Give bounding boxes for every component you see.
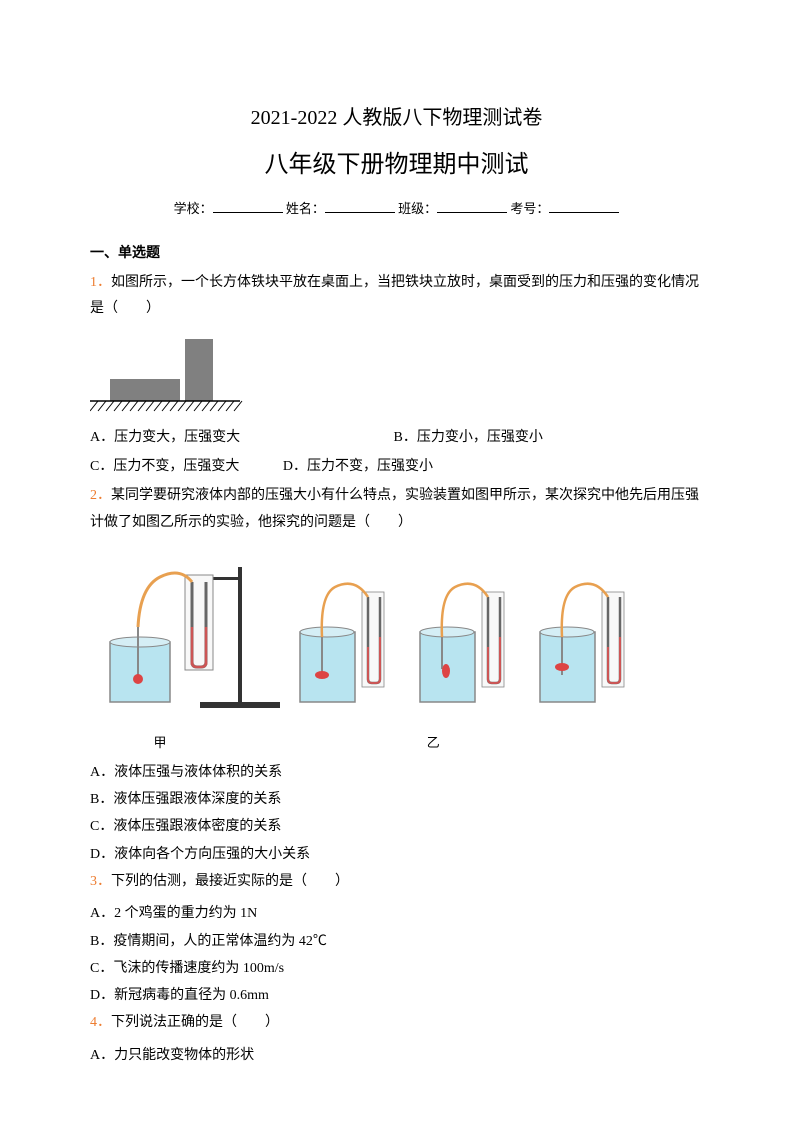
figure-1 <box>90 329 703 419</box>
section-1-header: 一、单选题 <box>90 241 703 266</box>
q1-opt-a: A．压力变大，压强变大 <box>90 425 350 450</box>
doc-title-1: 2021-2022 人教版八下物理测试卷 <box>90 100 703 136</box>
q1-opt-b: B．压力变小，压强变小 <box>394 425 543 450</box>
figure-2-labels: 甲 乙 <box>90 731 703 754</box>
class-label: 班级： <box>398 201 437 216</box>
q3-opt-d: D．新冠病毒的直径为 0.6mm <box>90 983 703 1008</box>
q1-opt-c: C．压力不变，压强变大 <box>90 454 239 479</box>
q2-opt-d: D．液体向各个方向压强的大小关系 <box>90 842 703 867</box>
q4-opt-a: A．力只能改变物体的形状 <box>90 1043 703 1068</box>
id-label: 考号： <box>510 201 549 216</box>
q3-number: 3． <box>90 874 111 889</box>
school-blank <box>213 199 283 213</box>
q2-text: 某同学要研究液体内部的压强大小有什么特点，实验装置如图甲所示，某次探究中他先后用… <box>90 488 699 530</box>
q3-opt-a: A．2 个鸡蛋的重力约为 1N <box>90 901 703 926</box>
q2-opt-b: B．液体压强跟液体深度的关系 <box>90 787 703 812</box>
q2-opt-c: C．液体压强跟液体密度的关系 <box>90 814 703 839</box>
fig2-label-2: 乙 <box>293 731 573 754</box>
q1-options-row1: A．压力变大，压强变大 B．压力变小，压强变小 <box>90 425 703 450</box>
question-3: 3．下列的估测，最接近实际的是（ ） <box>90 869 703 896</box>
q4-text: 下列说法正确的是（ ） <box>111 1015 279 1030</box>
q1-opt-d: D．压力不变，压强变小 <box>283 454 433 479</box>
q1-options-row2: C．压力不变，压强变大 D．压力不变，压强变小 <box>90 454 703 479</box>
id-blank <box>549 199 619 213</box>
name-blank <box>325 199 395 213</box>
name-label: 姓名： <box>286 201 325 216</box>
info-line: 学校： 姓名： 班级： 考号： <box>90 197 703 220</box>
q3-text: 下列的估测，最接近实际的是（ ） <box>111 874 349 889</box>
class-blank <box>437 199 507 213</box>
question-4: 4．下列说法正确的是（ ） <box>90 1010 703 1037</box>
figure-2: 甲 乙 <box>90 547 703 755</box>
q1-text: 如图所示，一个长方体铁块平放在桌面上，当把铁块立放时，桌面受到的压力和压强的变化… <box>90 275 699 317</box>
q1-number: 1． <box>90 275 111 290</box>
q2-number: 2． <box>90 488 111 503</box>
fig2-label-1: 甲 <box>90 731 230 754</box>
q3-opt-c: C．飞沫的传播速度约为 100m/s <box>90 956 703 981</box>
q4-number: 4． <box>90 1015 111 1030</box>
question-2: 2．某同学要研究液体内部的压强大小有什么特点，实验装置如图甲所示，某次探究中他先… <box>90 483 703 536</box>
doc-title-2: 八年级下册物理期中测试 <box>90 144 703 187</box>
q3-opt-b: B．疫情期间，人的正常体温约为 42℃ <box>90 929 703 954</box>
question-1: 1．如图所示，一个长方体铁块平放在桌面上，当把铁块立放时，桌面受到的压力和压强的… <box>90 270 703 323</box>
school-label: 学校： <box>174 201 213 216</box>
q2-opt-a: A．液体压强与液体体积的关系 <box>90 760 703 785</box>
